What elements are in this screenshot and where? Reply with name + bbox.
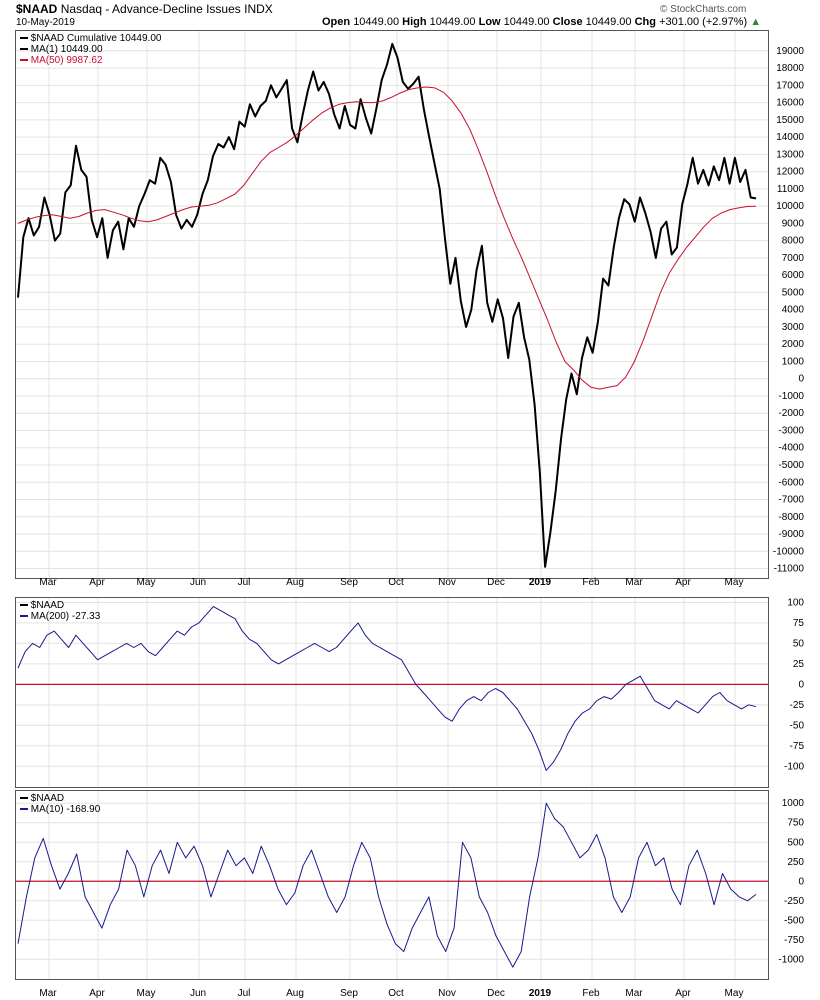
y-tick-label: 4000 — [782, 305, 805, 316]
ma200-legend: $NAAD MA(200) -27.33 — [20, 600, 100, 622]
copyright: © StockCharts.com — [660, 4, 746, 15]
y-tick-label: 15000 — [776, 115, 804, 126]
y-tick-label: 1000 — [782, 798, 805, 809]
y-tick-label: -50 — [790, 720, 805, 731]
y-tick-label: 750 — [787, 818, 804, 829]
x-tick-label: Feb — [582, 988, 600, 999]
symbol: $NAAD — [16, 2, 57, 16]
y-tick-label: 250 — [787, 857, 804, 868]
y-tick-label: -1000 — [778, 391, 804, 402]
y-tick-label: -6000 — [778, 477, 804, 488]
y-tick-label: -75 — [790, 741, 805, 752]
x-tick-label: Apr — [675, 988, 691, 999]
y-tick-label: 18000 — [776, 63, 804, 74]
y-tick-label: -25 — [790, 700, 805, 711]
legend-item-naad: $NAAD — [20, 600, 100, 611]
y-tick-label: -1000 — [778, 954, 804, 965]
y-tick-label: -7000 — [778, 495, 804, 506]
y-tick-label: 0 — [798, 374, 804, 385]
ohlc-readout: Open 10449.00 High 10449.00 Low 10449.00… — [322, 16, 761, 28]
x-tick-label: May — [137, 988, 156, 999]
x-tick-label: Mar — [39, 988, 57, 999]
ma10-plot — [16, 791, 768, 979]
y-tick-label: -8000 — [778, 512, 804, 523]
y-tick-label: 14000 — [776, 132, 804, 143]
y-tick-label: -10000 — [773, 546, 805, 557]
x-tick-label: Nov — [438, 988, 456, 999]
low-value: 10449.00 — [504, 16, 550, 28]
y-tick-label: 10000 — [776, 201, 804, 212]
x-tick-label: Apr — [89, 988, 105, 999]
series-line--naad-cumulative — [18, 44, 756, 567]
x-tick-label: Aug — [286, 988, 304, 999]
y-tick-label: 17000 — [776, 80, 804, 91]
y-tick-label: 50 — [793, 638, 805, 649]
x-tick-label: Sep — [340, 988, 358, 999]
y-tick-label: 8000 — [782, 236, 805, 247]
open-value: 10449.00 — [353, 16, 399, 28]
y-tick-label: 11000 — [777, 184, 805, 195]
y-tick-label: -100 — [784, 761, 804, 772]
y-tick-label: -11000 — [774, 564, 805, 575]
y-tick-label: -250 — [784, 896, 804, 907]
chart-title: $NAAD Nasdaq - Advance-Decline Issues IN… — [16, 2, 273, 16]
close-value: 10449.00 — [586, 16, 632, 28]
instrument-name: Nasdaq - Advance-Decline Issues — [61, 2, 241, 16]
exchange: INDX — [244, 2, 273, 16]
legend-item-ma200: MA(200) -27.33 — [20, 611, 100, 622]
x-tick-label: Mar — [625, 988, 643, 999]
y-tick-label: 19000 — [776, 46, 804, 57]
y-tick-label: -750 — [784, 935, 804, 946]
y-tick-label: 16000 — [776, 98, 804, 109]
y-tick-label: -3000 — [778, 425, 804, 436]
cumulative-panel: $NAAD Cumulative 10449.00 MA(1) 10449.00… — [15, 30, 769, 579]
y-tick-label: 2000 — [782, 339, 805, 350]
y-tick-label: 100 — [787, 597, 804, 608]
y-tick-label: 12000 — [776, 167, 804, 178]
y-tick-label: 13000 — [776, 149, 804, 160]
y-tick-label: 6000 — [782, 270, 805, 281]
ma200-panel: $NAAD MA(200) -27.33 — [15, 597, 769, 788]
y-tick-label: 1000 — [782, 356, 805, 367]
legend-item-ma50: MA(50) 9987.62 — [20, 55, 161, 66]
series-line-ma-10- — [18, 803, 756, 967]
y-tick-label: 3000 — [782, 322, 805, 333]
y-tick-label: 5000 — [782, 287, 805, 298]
x-tick-label: May — [725, 988, 744, 999]
y-tick-label: -4000 — [778, 443, 804, 454]
x-tick-label: Jun — [190, 988, 206, 999]
x-tick-label: Jul — [238, 988, 251, 999]
change-value: +301.00 (+2.97%) — [659, 16, 747, 28]
y-tick-label: 75 — [793, 618, 805, 629]
x-tick-label: Dec — [487, 988, 505, 999]
x-tick-label: Oct — [388, 988, 404, 999]
y-tick-label: 9000 — [782, 218, 805, 229]
up-arrow-icon: ▲ — [750, 16, 761, 28]
y-tick-label: 25 — [793, 659, 805, 670]
x-tick-label: 2019 — [529, 988, 552, 999]
y-tick-label: 7000 — [782, 253, 805, 264]
cumulative-legend: $NAAD Cumulative 10449.00 MA(1) 10449.00… — [20, 33, 161, 66]
ma10-panel: $NAAD MA(10) -168.90 — [15, 790, 769, 980]
y-tick-label: -2000 — [778, 408, 804, 419]
y-tick-label: 0 — [798, 679, 804, 690]
y-tick-label: -500 — [784, 915, 804, 926]
legend-item-naad: $NAAD — [20, 793, 100, 804]
ma10-legend: $NAAD MA(10) -168.90 — [20, 793, 100, 815]
y-tick-label: 0 — [798, 876, 804, 887]
high-value: 10449.00 — [430, 16, 476, 28]
y-tick-label: -5000 — [778, 460, 804, 471]
legend-item-cumulative: $NAAD Cumulative 10449.00 — [20, 33, 161, 44]
ma200-plot — [16, 598, 768, 787]
legend-item-ma10: MA(10) -168.90 — [20, 804, 100, 815]
cumulative-plot — [16, 31, 768, 578]
legend-item-ma1: MA(1) 10449.00 — [20, 44, 161, 55]
chart-date: 10-May-2019 — [16, 17, 75, 28]
y-tick-label: -9000 — [778, 529, 804, 540]
y-tick-label: 500 — [787, 837, 804, 848]
